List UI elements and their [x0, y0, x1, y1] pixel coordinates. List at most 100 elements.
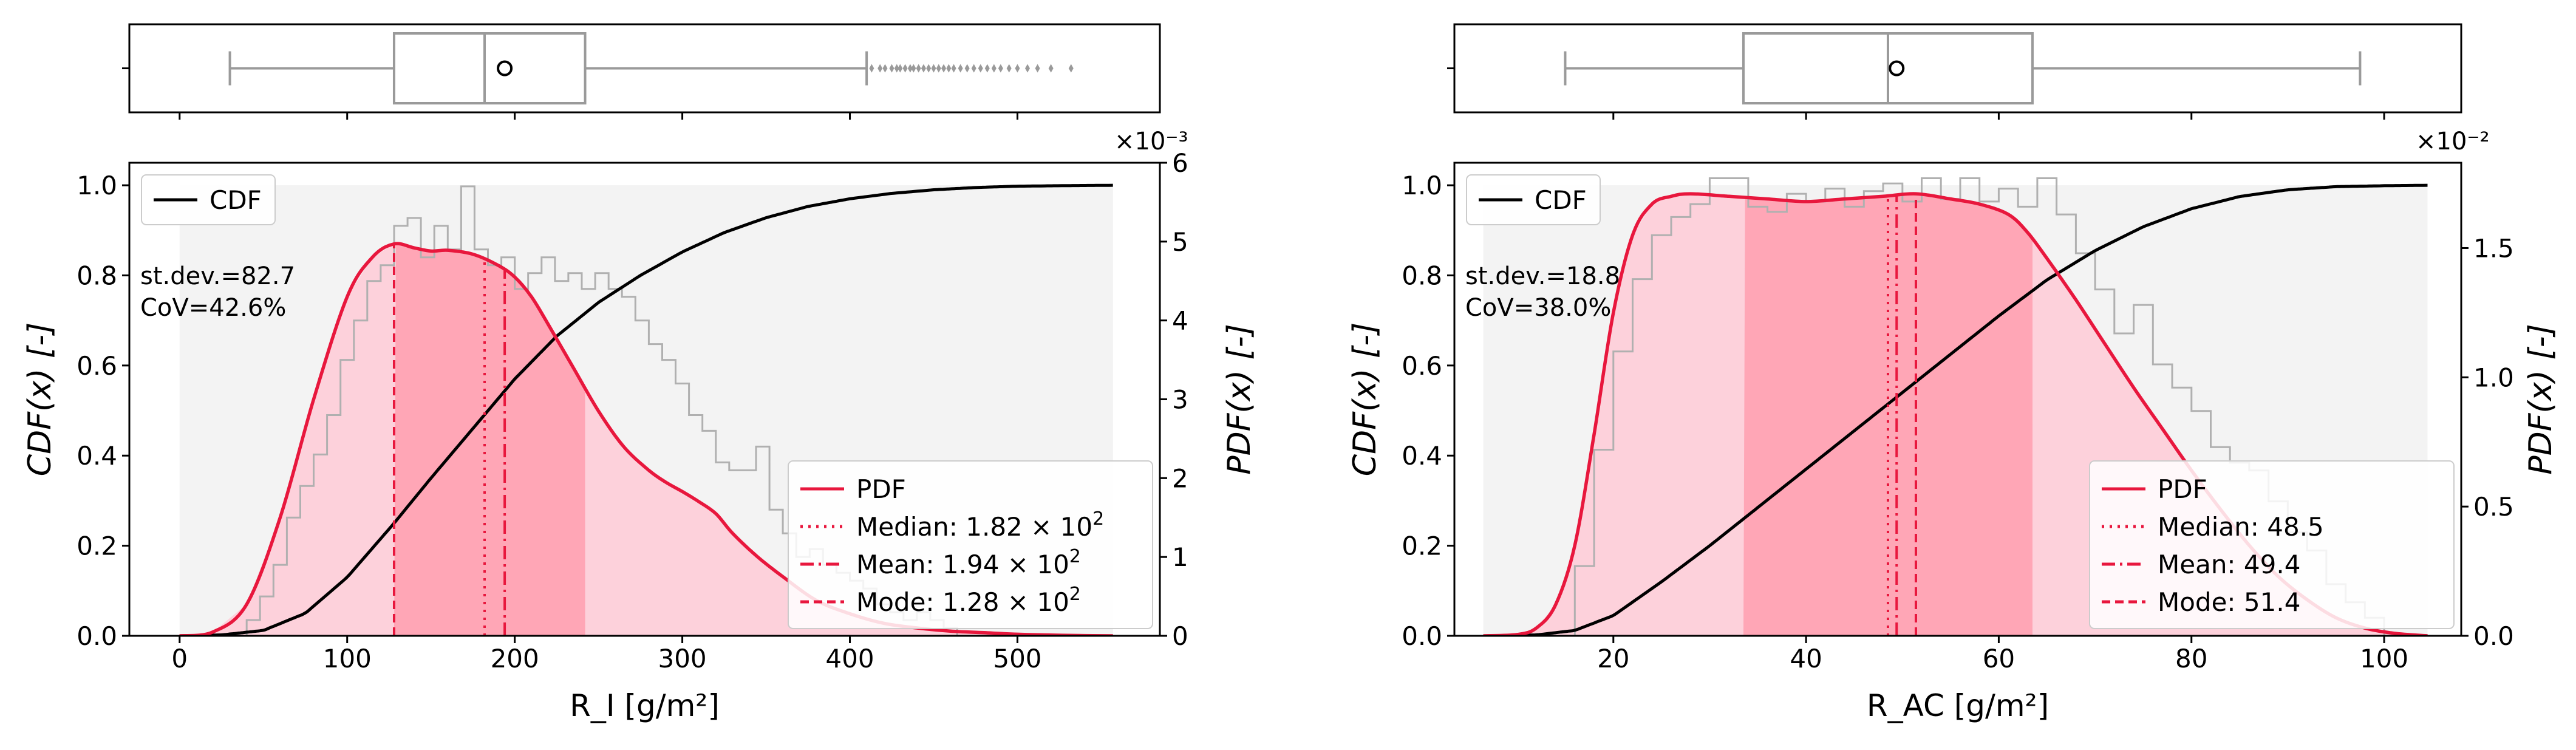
y-left-tick-label: 0.2: [1402, 531, 1442, 561]
box-outlier: [1006, 64, 1012, 73]
legend-exponent: 2: [1069, 584, 1081, 605]
box-outlier: [898, 64, 903, 73]
box-outlier: [894, 64, 899, 73]
y-right-tick-label: 3: [1172, 385, 1188, 415]
y-left-axis-label: CDF(x) [-]: [1347, 322, 1383, 476]
cdf-line: [179, 183, 1113, 636]
y-right-tick-label: 1.0: [2473, 363, 2514, 392]
y-left-tick-label: 0.8: [77, 261, 117, 290]
stats-line: st.dev.=82.7: [140, 262, 295, 290]
right-axis-scale: ×10⁻³: [1114, 128, 1188, 155]
y-left-tick-label: 0.8: [1402, 261, 1442, 290]
panel-r-i: 0 100 200 300 400 500 0.0 0.2 0.4 0.6 0.8 1.0 0 1 2 3 4 5…: [22, 23, 1258, 723]
box-mean-marker: [497, 60, 513, 77]
boxplot: [122, 23, 1161, 120]
x-tick-label: 300: [658, 644, 706, 673]
y-left-tick-label: 0.4: [1402, 441, 1442, 471]
cdf-legend: CDF: [141, 174, 276, 225]
x-tick-label: 80: [2175, 644, 2207, 673]
box-outlier: [921, 64, 926, 73]
cdf-legend-box: [141, 174, 276, 225]
cdf-legend-label: CDF: [1535, 185, 1587, 215]
box-outlier: [941, 64, 947, 73]
legend-exponent: 2: [1092, 508, 1104, 530]
x-tick-label: 100: [323, 644, 372, 673]
y-right-tick-label: 1.5: [2473, 233, 2514, 263]
box-outlier: [907, 64, 913, 73]
box-outlier: [964, 64, 970, 73]
iqr-area: [394, 244, 585, 636]
stats-line: CoV=42.6%: [140, 294, 286, 322]
box-outlier: [902, 64, 908, 73]
legend-label: Mean: 49.4: [2158, 550, 2300, 579]
box-outlier: [991, 64, 997, 73]
box-outlier: [1048, 64, 1054, 73]
y-right-tick-label: 0.0: [2473, 621, 2514, 651]
x-tick-label: 20: [1597, 644, 1629, 673]
y-left-tick-label: 0.6: [1402, 351, 1442, 381]
x-tick-label: 60: [1983, 644, 2015, 673]
x-tick-label: 40: [1790, 644, 1822, 673]
y-right-tick-label: 4: [1172, 306, 1188, 336]
box-outlier: [998, 64, 1003, 73]
box-outlier: [936, 64, 941, 73]
y-right-axis-label: PDF(x) [-]: [2523, 324, 2559, 475]
legend-label: Mode: 51.4: [2158, 587, 2300, 617]
legend-label: Mode: 1.28 × 102: [856, 584, 1081, 617]
plot-frame: [1453, 162, 2462, 637]
pdf-legend-box: [2089, 460, 2455, 629]
x-axis-label: R_AC [g/m²]: [1867, 688, 2049, 723]
right-axis-scale: ×10⁻²: [2416, 128, 2490, 155]
box-outlier: [958, 64, 963, 73]
box-outlier: [971, 64, 976, 73]
y-left-tick-label: 0.6: [77, 351, 117, 381]
legend-label: Median: 1.82 × 102: [856, 508, 1104, 542]
panel-r-ac: 20 40 60 80 100 0.0 0.2 0.4 0.6 0.8 1.0 0.0 0.5 1.0 1.…: [1347, 23, 2559, 723]
box-outlier: [951, 64, 956, 73]
x-tick-label: 200: [491, 644, 539, 673]
y-right-tick-label: 0.5: [2473, 492, 2514, 522]
box-outlier: [877, 64, 883, 73]
box-outlier: [1025, 64, 1031, 73]
pdf-legend-box: [788, 460, 1153, 629]
box-outlier: [931, 64, 936, 73]
y-left-tick-label: 0.0: [77, 621, 117, 651]
box-outlier: [1035, 64, 1040, 73]
boxplot: [1447, 23, 2462, 120]
box-outlier: [946, 64, 952, 73]
box-mean-marker: [1889, 60, 1905, 77]
box-outlier: [984, 64, 990, 73]
y-right-tick-label: 2: [1172, 463, 1188, 493]
legend-label: Median: 48.5: [2158, 512, 2324, 542]
x-tick-label: 400: [825, 644, 874, 673]
box-outlier: [1068, 64, 1074, 73]
box-outlier: [978, 64, 983, 73]
stats-line: st.dev.=18.8: [1465, 262, 1620, 290]
cdf-legend: CDF: [1466, 174, 1601, 225]
y-right-tick-label: 0: [1172, 621, 1188, 651]
x-axis-label: R_I [g/m²]: [570, 688, 720, 723]
legend-label: PDF: [2158, 474, 2207, 504]
y-left-tick-label: 0.2: [77, 531, 117, 561]
legend-label: Mean: 1.94 × 102: [856, 546, 1081, 579]
y-left-tick-label: 1.0: [77, 171, 117, 200]
box-outlier: [869, 64, 874, 73]
iqr-area: [1743, 194, 2033, 636]
box-outlier: [926, 64, 932, 73]
y-left-tick-label: 1.0: [1402, 171, 1442, 200]
x-tick-label: 500: [993, 644, 1041, 673]
x-tick-label: 100: [2360, 644, 2408, 673]
y-left-axis-label: CDF(x) [-]: [22, 322, 58, 476]
legend-label: PDF: [856, 474, 906, 504]
pdf-legend: PDF Median: 1.82 × 102 Mean: 1.94 × 102 Mod…: [788, 460, 1153, 629]
pdf-legend: PDF Median: 48.5 Mean: 49.4 Mode: 51.4: [2089, 460, 2455, 629]
box-outlier: [911, 64, 916, 73]
stats-line: CoV=38.0%: [1465, 294, 1611, 322]
y-left-tick-label: 0.0: [1402, 621, 1442, 651]
y-right-tick-label: 6: [1172, 148, 1188, 178]
cdf-line: [1483, 183, 2428, 636]
legend-exponent: 2: [1069, 546, 1081, 567]
y-left-tick-label: 0.4: [77, 441, 117, 471]
box-outlier: [882, 64, 888, 73]
